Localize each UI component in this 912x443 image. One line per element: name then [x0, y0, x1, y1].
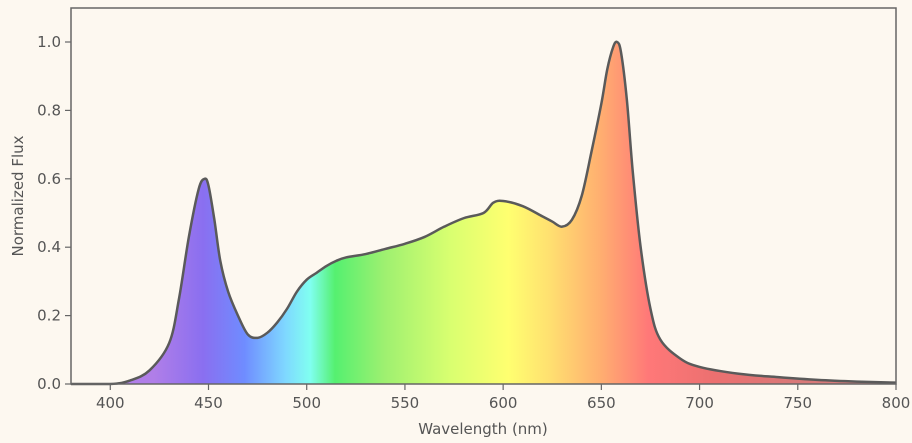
- x-tick-label: 800: [882, 394, 911, 412]
- spectrum-area: [71, 41, 896, 384]
- x-tick-label: 700: [685, 394, 714, 412]
- y-axis-label: Normalized Flux: [9, 135, 27, 256]
- y-tick-label: 0.4: [37, 238, 61, 256]
- x-tick-label: 650: [587, 394, 616, 412]
- plot-frame: [70, 7, 897, 385]
- y-tick-label: 0.8: [37, 101, 61, 119]
- x-tick-label: 600: [489, 394, 518, 412]
- x-tick-label: 450: [194, 394, 223, 412]
- y-axis: 0.0 0.2 0.4 0.6 0.8 1.0: [37, 33, 71, 393]
- x-tick-label: 400: [96, 394, 125, 412]
- x-tick-label: 550: [391, 394, 420, 412]
- spectrum-line: [70, 40, 897, 386]
- y-tick-label: 1.0: [37, 33, 61, 51]
- x-tick-label: 750: [783, 394, 812, 412]
- y-tick-label: 0.2: [37, 307, 61, 325]
- y-tick-label: 0.0: [37, 375, 61, 393]
- x-axis-label: Wavelength (nm): [418, 420, 548, 438]
- x-axis: 400 450 500 550 600 650 700 750 800: [96, 384, 910, 412]
- y-tick-label: 0.6: [37, 170, 61, 188]
- x-tick-label: 500: [292, 394, 321, 412]
